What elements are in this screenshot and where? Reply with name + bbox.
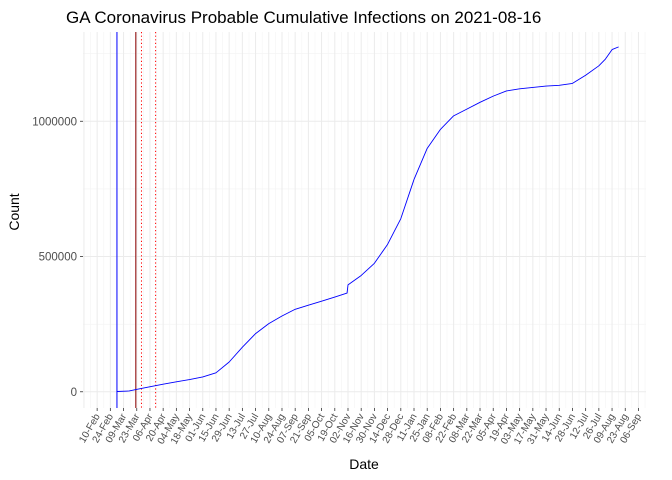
y-axis-title: Count (6, 193, 22, 230)
grid-minor-y (83, 53, 646, 325)
series-line-1 (116, 46, 619, 392)
series-layer (116, 46, 619, 392)
grid-major-x (83, 32, 639, 408)
x-axis-title: Date (349, 456, 379, 472)
chart-title: GA Coronavirus Probable Cumulative Infec… (66, 8, 541, 27)
vertical-reference-lines (116, 32, 157, 408)
x-axis-ticks: 10-Feb24-Feb09-Mar23-Mar06-Apr20-Apr04-M… (77, 408, 644, 446)
y-tick-label: 500000 (39, 252, 77, 264)
y-axis-ticks: 0 500000 1000000 (32, 116, 83, 399)
grid-minor-x (90, 32, 646, 408)
y-tick-label: 0 (71, 387, 77, 399)
y-tick-label: 1000000 (32, 116, 77, 128)
grid-major-y (83, 120, 646, 393)
